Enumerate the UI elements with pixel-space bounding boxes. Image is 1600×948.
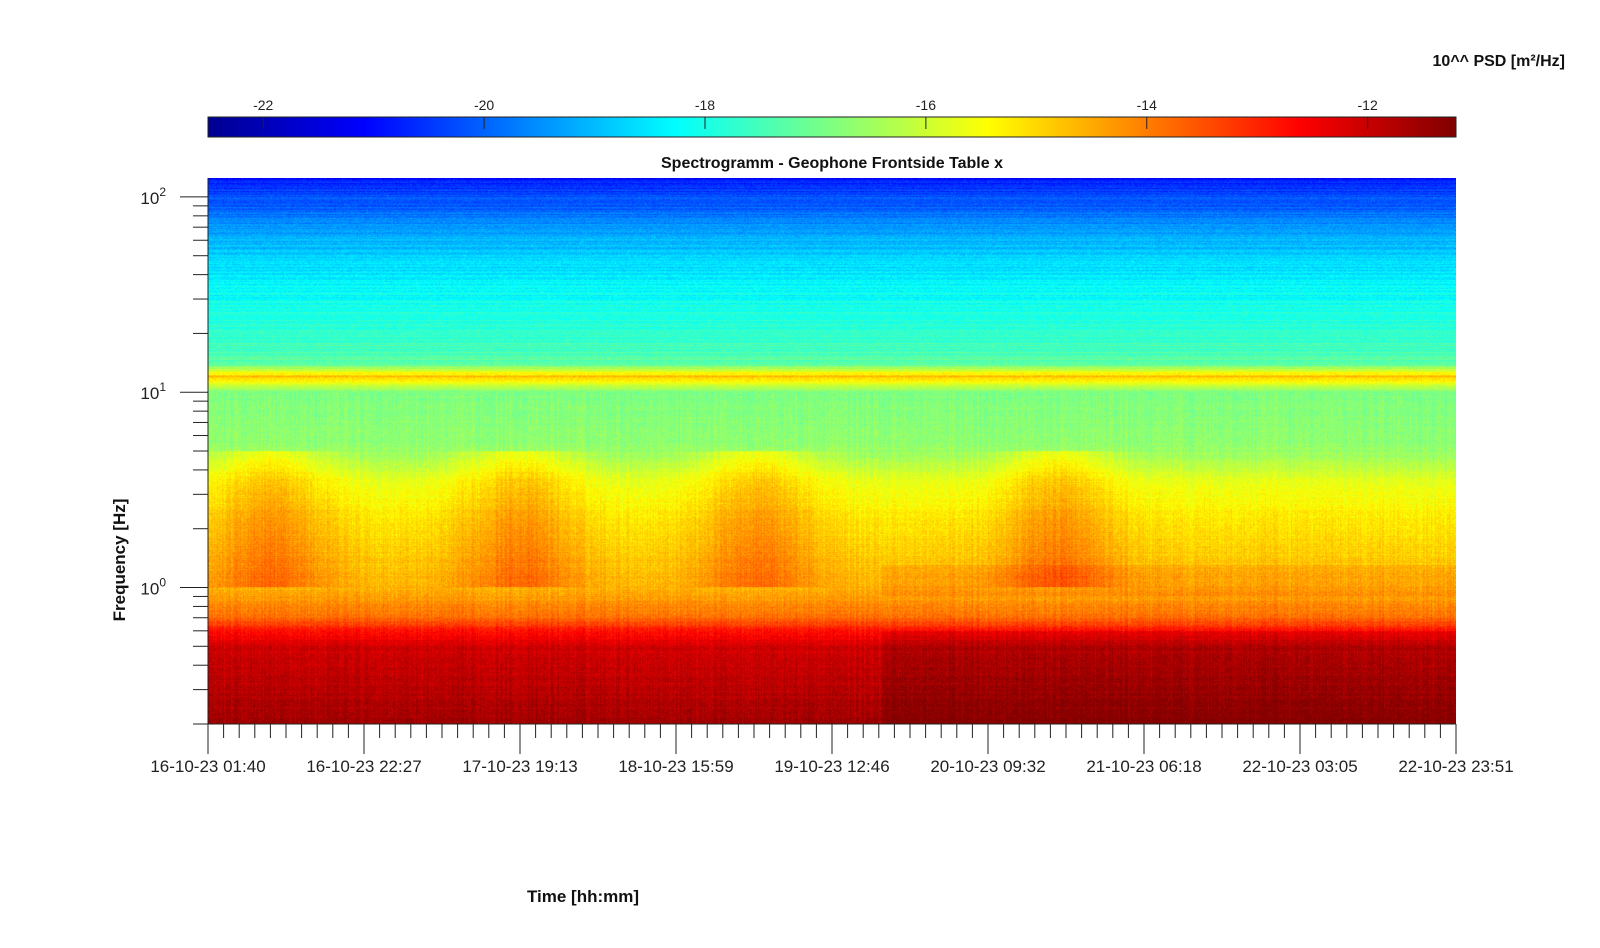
- chart-title: Spectrogramm - Geophone Frontside Table …: [661, 155, 1003, 172]
- spectrogram-canvas: [208, 178, 1456, 724]
- x-axis: 16-10-23 01:40 16-10-23 22:27 17-10-23 19:…: [150, 723, 1514, 776]
- y-tick-base: 10: [140, 384, 159, 403]
- y-tick-label: 100: [140, 576, 166, 599]
- x-tick-label: 16-10-23 22:27: [306, 757, 421, 776]
- x-tick-label: 20-10-23 09:32: [930, 757, 1045, 776]
- spectrogram-heatmap: [208, 178, 1456, 724]
- x-axis-label: Time [hh:mm]: [527, 887, 639, 906]
- x-tick-label: 22-10-23 03:05: [1242, 757, 1357, 776]
- x-tick-label: 22-10-23 23:51: [1398, 757, 1513, 776]
- y-tick-base: 10: [140, 580, 159, 599]
- y-tick-exponent: 0: [159, 576, 166, 590]
- colorbar-tick-label: -12: [1358, 97, 1378, 113]
- colorbar-tick-label: -14: [1137, 97, 1157, 113]
- x-tick-label: 21-10-23 06:18: [1086, 757, 1201, 776]
- colorbar: 10^^ PSD [m²/Hz] -22 -20 -18 -16 -14 -12: [207, 53, 1565, 138]
- colorbar-tick-label: -16: [916, 97, 936, 113]
- x-tick-label: 17-10-23 19:13: [462, 757, 577, 776]
- y-tick-exponent: 1: [159, 380, 166, 394]
- colorbar-tick-label: -20: [474, 97, 494, 113]
- y-tick-exponent: 2: [159, 185, 166, 199]
- colorbar-tick-label: -22: [253, 97, 273, 113]
- y-tick-label: 102: [140, 185, 166, 208]
- y-tick-base: 10: [140, 189, 159, 208]
- y-axis-label: Frequency [Hz]: [110, 499, 129, 622]
- colorbar-gradient: [207, 116, 1457, 138]
- colorbar-label: 10^^ PSD [m²/Hz]: [1433, 53, 1565, 70]
- y-tick-label: 101: [140, 380, 166, 403]
- x-tick-label: 18-10-23 15:59: [618, 757, 733, 776]
- x-tick-label: 16-10-23 01:40: [150, 757, 265, 776]
- colorbar-tick-label: -18: [695, 97, 715, 113]
- x-tick-label: 19-10-23 12:46: [774, 757, 889, 776]
